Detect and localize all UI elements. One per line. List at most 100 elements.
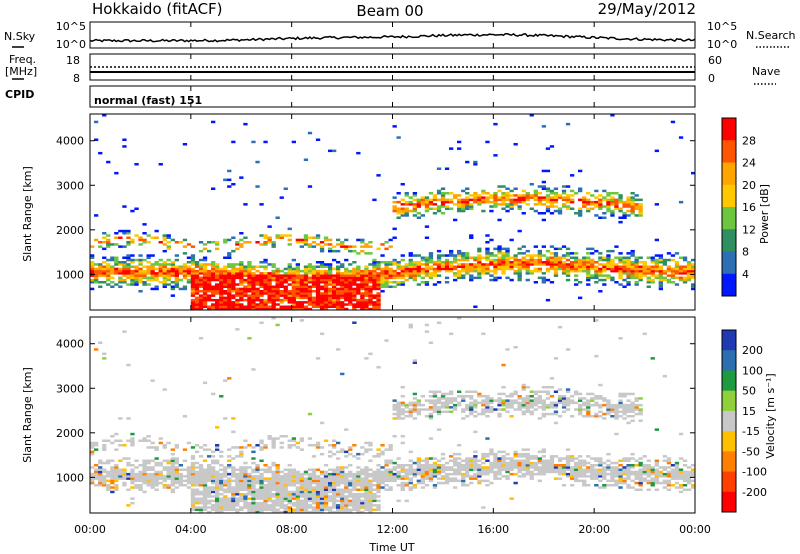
data-cell [215,247,220,251]
data-cell [291,504,296,507]
data-cell [279,278,284,282]
data-cell [110,468,115,471]
data-cell [360,510,365,514]
data-cell [323,301,329,304]
data-cell [202,278,208,282]
data-cell [154,448,159,451]
data-cell [231,470,236,474]
data-cell [610,200,615,204]
data-cell [416,267,421,271]
data-cell [303,158,309,161]
data-cell [323,236,329,239]
data-cell [682,488,688,491]
data-cell [682,265,688,268]
data-cell [513,399,518,402]
data-cell [356,499,361,503]
data-cell [166,272,171,275]
data-cell [118,459,123,462]
data-cell [602,486,607,489]
data-cell [291,510,296,514]
data-cell [392,408,397,411]
data-cell [198,501,204,505]
data-cell [202,272,208,275]
data-cell [231,305,236,308]
data-cell [126,272,131,275]
data-cell [626,258,631,262]
data-cell [384,247,389,251]
data-cell [501,466,506,469]
freq-right-tick-top: 60 [708,54,722,67]
data-cell [352,298,357,302]
data-cell [412,272,417,275]
data-cell [275,508,280,511]
data-cell [602,265,607,268]
data-cell [541,187,546,190]
data-cell [202,256,208,259]
data-cell [190,274,196,277]
data-cell [287,499,292,503]
data-cell [662,475,667,478]
data-cell [408,258,413,262]
data-cell [473,160,478,164]
data-cell [521,401,526,405]
data-cell [477,269,482,273]
data-cell [574,278,579,282]
data-cell [465,205,470,208]
data-cell [497,457,502,460]
data-cell [610,477,615,480]
data-cell [602,196,607,199]
data-cell [356,508,361,511]
data-cell [537,192,542,195]
data-cell [328,243,333,246]
data-cell [251,278,256,282]
data-cell [94,444,99,447]
data-cell [231,294,236,297]
data-cell [614,256,619,259]
data-cell [202,281,208,284]
data-cell [634,258,639,262]
data-cell [376,472,381,476]
data-cell [364,450,369,454]
data-cell [295,499,300,503]
data-cell [194,298,200,302]
data-cell [626,198,631,202]
data-cell [513,481,518,485]
data-cell [525,468,530,471]
data-cell [311,455,317,458]
data-cell [319,470,325,474]
data-cell [453,258,458,262]
data-cell [190,484,196,487]
data-cell [578,212,583,215]
data-cell [610,261,615,264]
data-cell [465,269,470,273]
data-cell [267,499,272,503]
data-cell [323,278,329,282]
data-cell [323,269,329,273]
data-cell [574,261,579,264]
data-cell [376,470,381,474]
data-cell [332,495,337,498]
data-cell [275,269,280,273]
data-cell [259,493,264,496]
data-cell [586,256,591,259]
data-cell [271,444,276,447]
data-cell [255,501,260,505]
data-cell [396,276,401,280]
data-cell [509,468,514,471]
data-cell [517,276,522,280]
data-cell [477,479,482,483]
data-cell [315,475,321,478]
data-cell [561,401,567,405]
power-cells [90,114,696,311]
data-cell [251,510,256,514]
data-cell [299,290,304,293]
data-cell [283,490,288,494]
data-cell [106,274,111,277]
data-cell [509,395,514,398]
data-cell [582,265,587,268]
data-cell [98,477,103,480]
data-cell [247,261,252,264]
data-cell [461,274,466,277]
data-cell [602,466,607,469]
data-cell [271,294,276,297]
